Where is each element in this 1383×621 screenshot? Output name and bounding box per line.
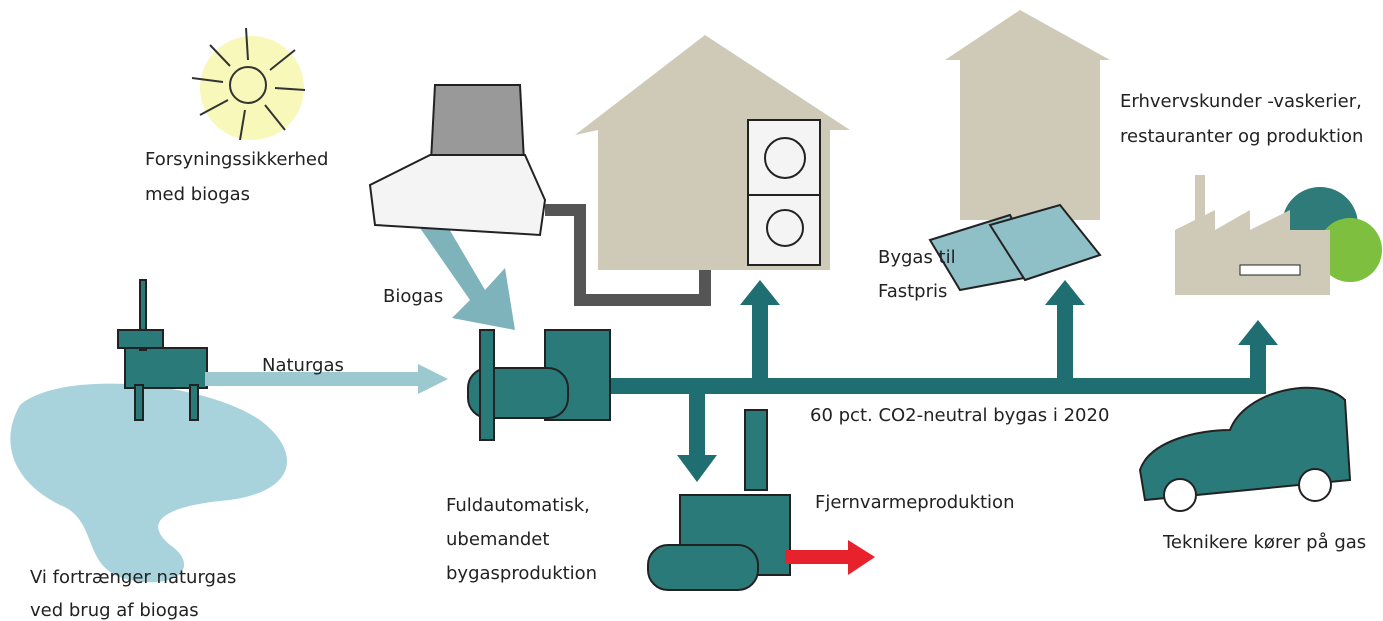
label: med biogas: [145, 184, 250, 205]
gas-plant: [468, 330, 610, 440]
district-heating: [648, 410, 790, 590]
sun: [192, 28, 305, 140]
arrow-head: [418, 364, 448, 394]
label: Bygas til: [878, 247, 956, 268]
car: [1140, 388, 1350, 511]
label: 60 pct. CO2-neutral bygas i 2020: [810, 405, 1109, 426]
factory: [1175, 175, 1382, 295]
label: restauranter og produktion: [1120, 126, 1363, 147]
arrow-head: [848, 540, 875, 575]
label: bygasproduktion: [446, 563, 597, 584]
label: ubemandet: [446, 529, 549, 550]
label: Teknikere kører på gas: [1162, 532, 1366, 553]
biogas-tank: [370, 85, 545, 235]
label: ved brug af biogas: [30, 600, 199, 621]
label: Fuldautomatisk,: [446, 495, 590, 516]
label: Biogas: [383, 286, 443, 307]
label: Naturgas: [262, 355, 344, 376]
label: Fjernvarmeproduktion: [815, 492, 1014, 513]
label: Forsyningssikkerhed: [145, 149, 328, 170]
washing-machine: [748, 120, 820, 265]
restaurant: [945, 10, 1110, 220]
biogas-arrow: [420, 222, 515, 330]
heat-arrow: [785, 550, 850, 564]
label: Erhvervskunder -vaskerier,: [1120, 91, 1362, 112]
diagram: Forsyningssikkerhed med biogas Biogas Natur…: [0, 0, 1383, 621]
label: Vi fortrænger naturgas: [30, 567, 236, 588]
label: Fastpris: [878, 281, 947, 302]
sea: [10, 384, 287, 583]
